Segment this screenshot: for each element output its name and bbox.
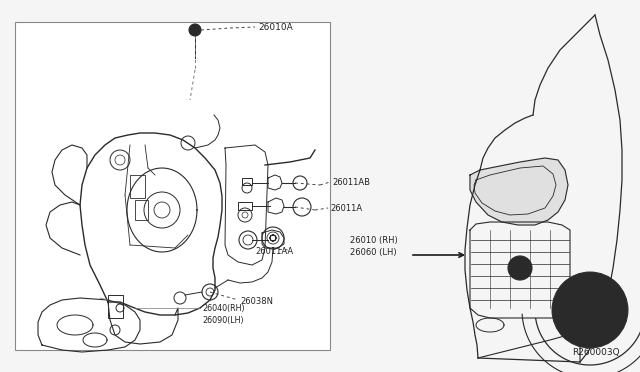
Text: 26060 (LH): 26060 (LH) xyxy=(350,248,397,257)
Text: 26011A: 26011A xyxy=(330,203,362,212)
Bar xyxy=(15,22,330,350)
Text: 26011AA: 26011AA xyxy=(255,247,293,257)
Text: 26038N: 26038N xyxy=(240,298,273,307)
Circle shape xyxy=(508,256,532,280)
Polygon shape xyxy=(470,158,568,225)
Circle shape xyxy=(189,24,201,36)
Text: 26090(LH): 26090(LH) xyxy=(202,317,244,326)
Circle shape xyxy=(552,272,628,348)
Text: 26010A: 26010A xyxy=(258,22,292,32)
Text: 26040(RH): 26040(RH) xyxy=(202,304,244,312)
Text: 26011AB: 26011AB xyxy=(332,177,370,186)
Text: 26010 (RH): 26010 (RH) xyxy=(350,235,397,244)
Text: R260003Q: R260003Q xyxy=(572,348,620,357)
